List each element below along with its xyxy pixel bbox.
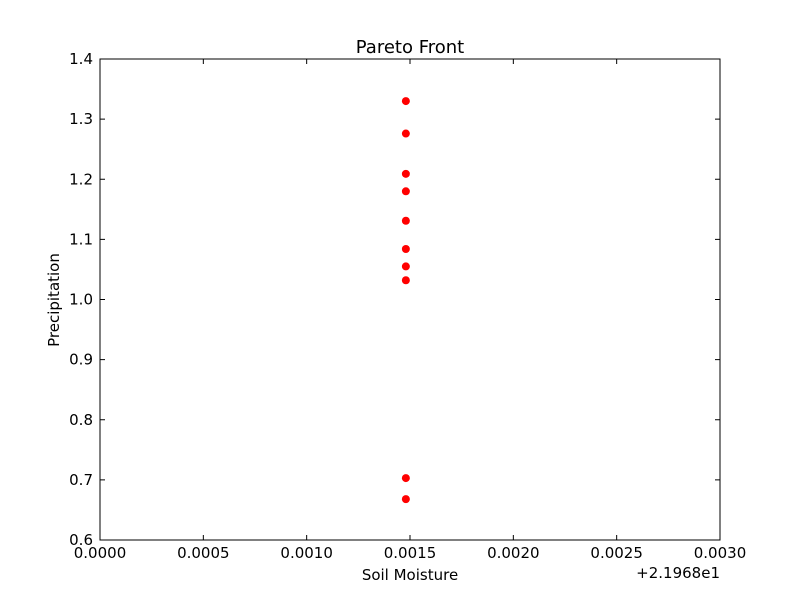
y-tick-label: 0.6	[69, 531, 93, 549]
data-points	[401, 97, 410, 504]
y-axis-title: Precipitation	[45, 253, 63, 347]
y-tick-label: 1.3	[69, 110, 93, 128]
x-tick-label: 0.0010	[280, 544, 333, 562]
x-axis-title: Soil Moisture	[362, 566, 458, 584]
data-point	[401, 97, 410, 106]
data-point	[401, 169, 410, 178]
x-tick-label: 0.0005	[177, 544, 230, 562]
x-tick-label: 0.0025	[590, 544, 643, 562]
x-tick-label: 0.0030	[694, 544, 747, 562]
x-axis-offset-label: +2.1968e1	[636, 564, 720, 582]
x-tick-label: 0.0015	[384, 544, 437, 562]
y-tick-label: 1.2	[69, 170, 93, 188]
data-point	[401, 474, 410, 483]
data-point	[401, 244, 410, 253]
x-tick-label: 0.0000	[74, 544, 127, 562]
data-point	[401, 187, 410, 196]
data-point	[401, 262, 410, 271]
y-tick-label: 0.7	[69, 471, 93, 489]
y-tick-label: 1.4	[69, 50, 93, 68]
plot-area-frame	[99, 58, 721, 541]
y-tick-label: 0.9	[69, 351, 93, 369]
data-point	[401, 129, 410, 138]
y-tick-label: 1.0	[69, 291, 93, 309]
data-point	[401, 495, 410, 504]
data-point	[401, 276, 410, 285]
data-point	[401, 216, 410, 225]
x-tick-label: 0.0020	[487, 544, 540, 562]
axis-ticks: 0.0000 0.0005 0.0010 0.0015 0.0020 0.0025 0.00…	[69, 50, 746, 562]
chart-title: Pareto Front	[356, 37, 464, 58]
y-tick-label: 0.8	[69, 411, 93, 429]
y-tick-label: 1.1	[69, 230, 93, 248]
